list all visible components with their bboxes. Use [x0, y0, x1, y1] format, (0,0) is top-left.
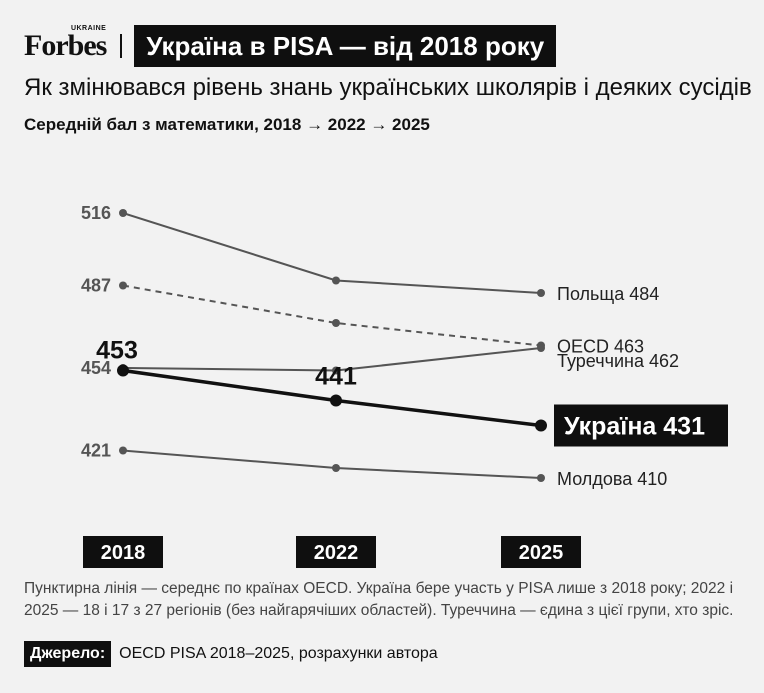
series-3-end-label-box — [554, 404, 728, 447]
chart-title: Україна в PISA — від 2018 року — [134, 25, 557, 67]
series-4-start-label: 421 — [81, 441, 111, 461]
series-0-start-label: 516 — [81, 203, 111, 223]
series-0-point-2 — [537, 289, 545, 297]
series-2-point-1 — [332, 366, 340, 375]
logo-subtext: UKRAINE — [70, 25, 107, 32]
series-4-point-2 — [537, 474, 545, 482]
series-0-line — [122, 212, 542, 294]
series-4-line — [122, 449, 542, 479]
x-tick-box-1 — [296, 536, 376, 568]
logo-divider — [120, 34, 123, 58]
x-tick-box-2 — [501, 536, 581, 568]
series-1-line — [122, 284, 542, 347]
series-3-point-0 — [117, 364, 129, 377]
x-tick-label-1: 2022 — [314, 542, 359, 564]
series-3-start-label: 453 — [96, 337, 138, 365]
series-2-start-label: 454 — [81, 358, 111, 378]
footnote: Пунктирна лінія — середнє по країнах OEC… — [24, 580, 734, 619]
series-2-point-2 — [537, 344, 545, 352]
series-4-point-0 — [119, 446, 127, 455]
series-0-end-label: Польща 484 — [557, 284, 659, 304]
series-0-point-0 — [119, 209, 127, 217]
series-4-point-1 — [332, 464, 340, 472]
series-3-end-label: Україна 431 — [564, 413, 705, 441]
x-tick-box-0 — [83, 536, 163, 568]
series-1-point-0 — [119, 281, 127, 290]
logo-text: Forbes — [24, 29, 107, 62]
series-1-point-1 — [332, 319, 340, 327]
source-label: Джерело: — [24, 641, 112, 667]
header: Forbes UKRAINE Україна в PISA — від 2018… — [24, 24, 557, 68]
source-text: OECD PISA 2018–2025, розрахунки автора — [119, 645, 438, 662]
chart-description: Середній бал з математики, 2018 → 2022 →… — [24, 115, 430, 134]
series-1-end-label: OECD 463 — [557, 337, 644, 357]
x-tick-label-2: 2025 — [519, 542, 564, 564]
series-0-point-1 — [332, 276, 340, 285]
chart-subtitle: Як змінювався рівень знань українських ш… — [24, 74, 752, 101]
series-4-end-label: Молдова 410 — [557, 469, 667, 489]
series-2-end-label: Туреччина 462 — [557, 351, 679, 371]
source-line: Джерело: OECD PISA 2018–2025, розрахунки… — [24, 641, 438, 667]
series-3-mid-label: 441 — [315, 363, 357, 391]
forbes-logo: Forbes UKRAINE — [24, 25, 107, 62]
series-3-point-1 — [330, 394, 342, 407]
series-3-point-2 — [535, 419, 547, 432]
x-tick-label-0: 2018 — [101, 542, 146, 564]
series-1-start-label: 487 — [81, 276, 111, 296]
